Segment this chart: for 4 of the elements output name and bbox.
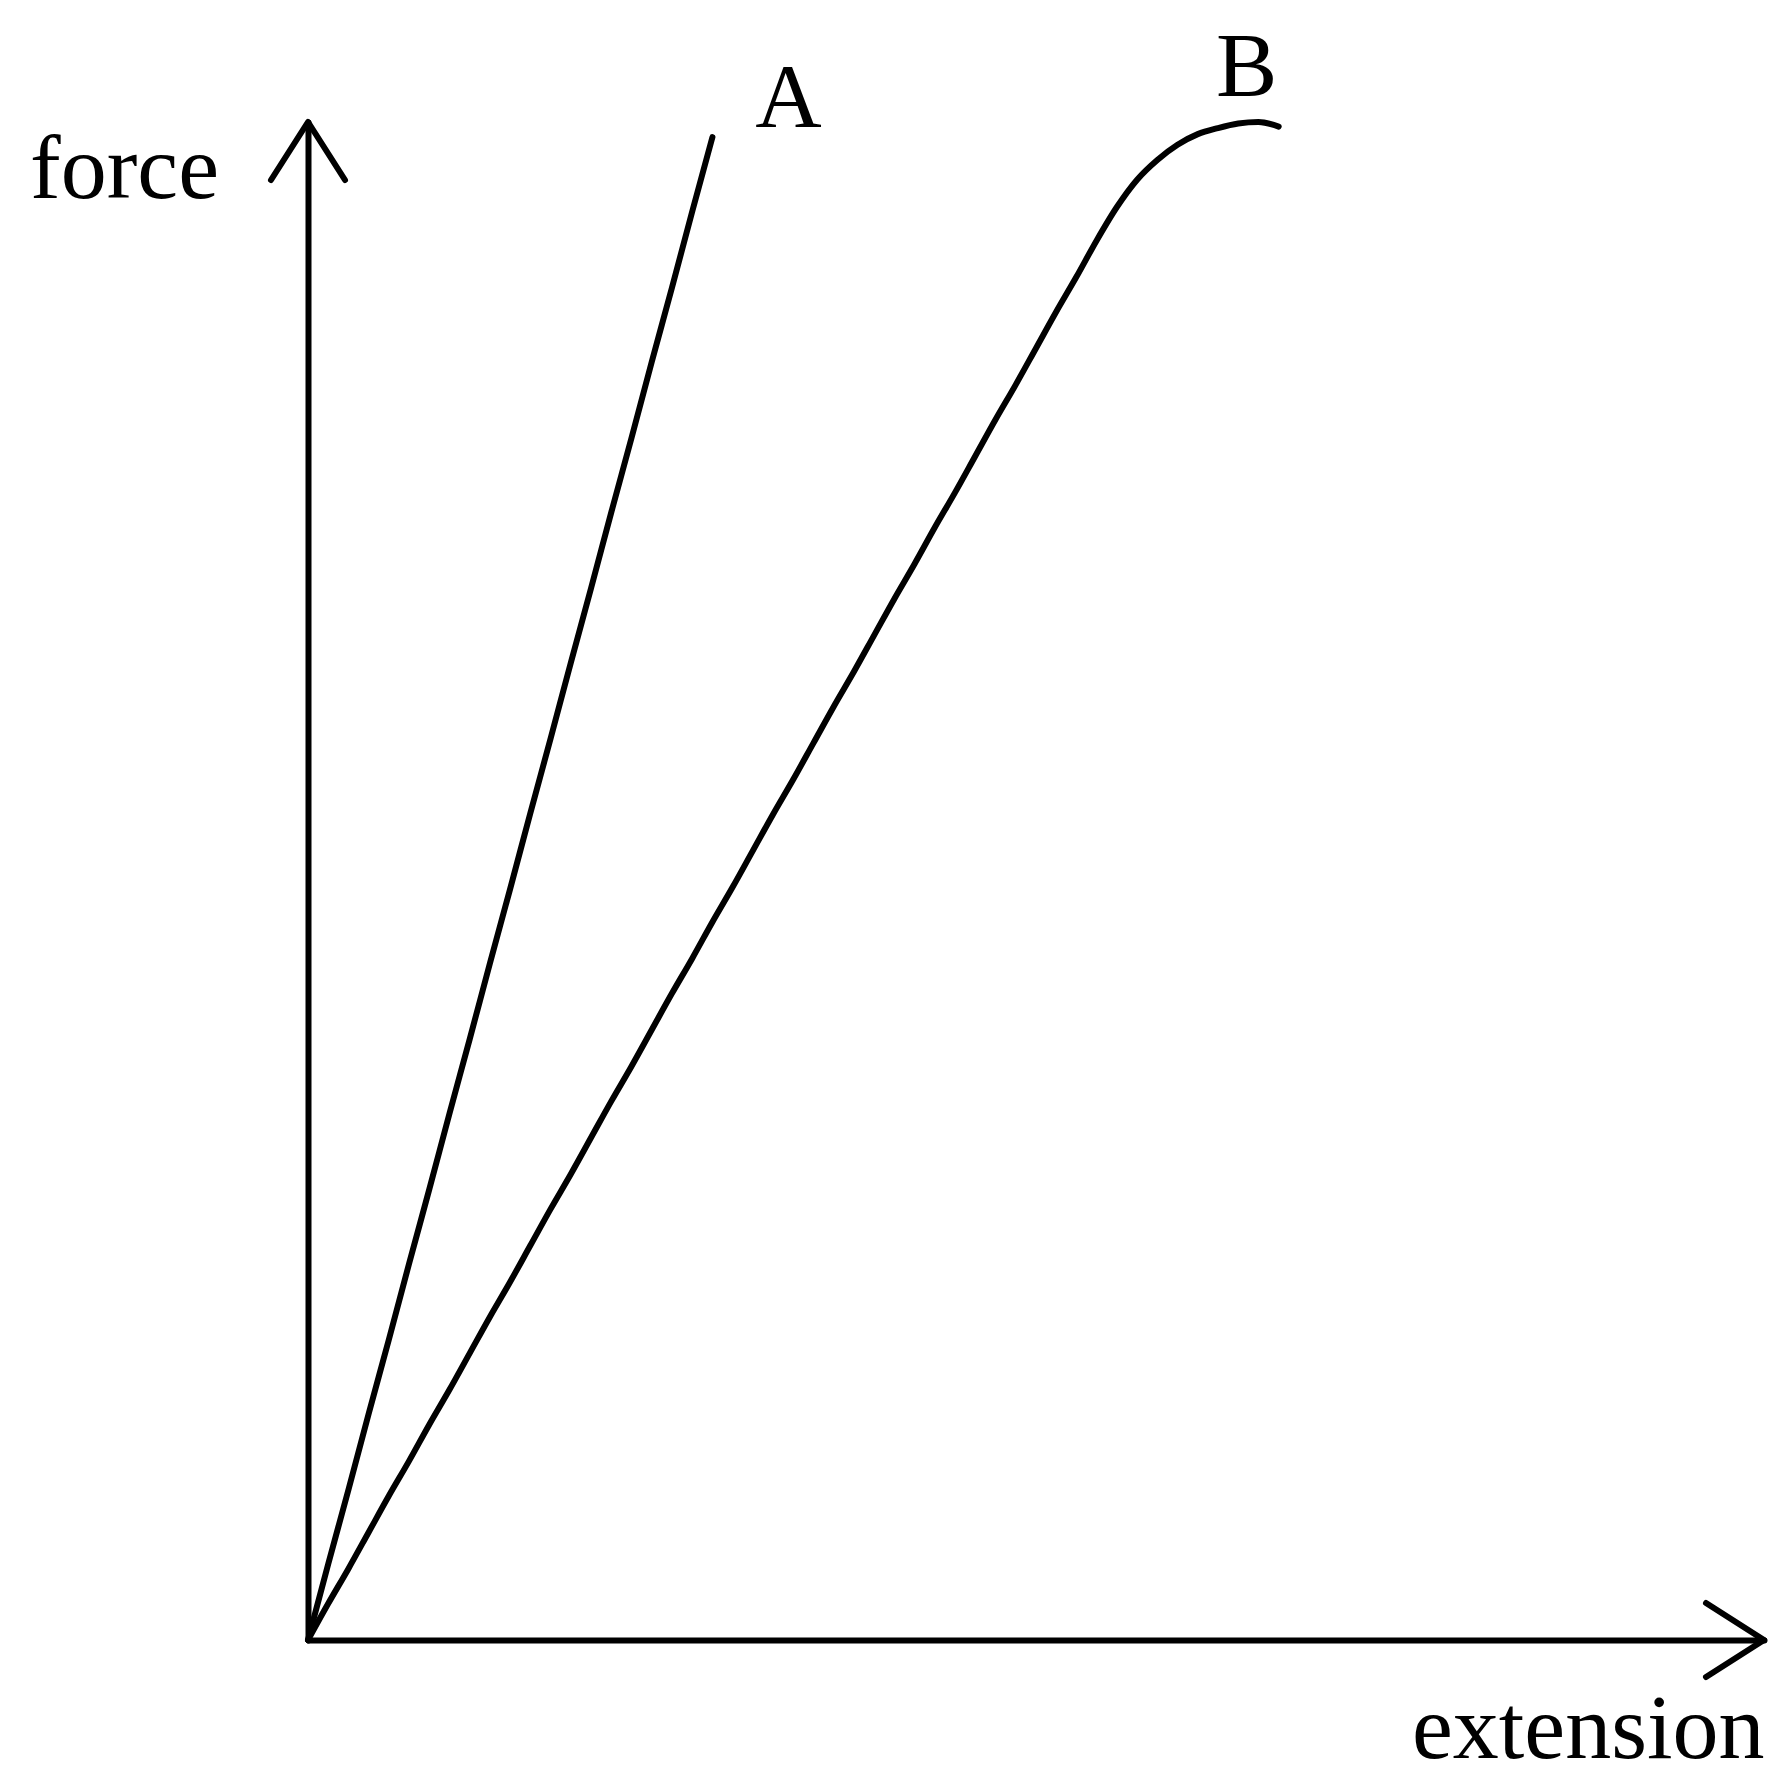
series-label: A [755, 45, 822, 148]
series-label: B [1215, 13, 1278, 116]
x-axis-title: extension [1411, 1675, 1765, 1778]
y-axis-title: force [30, 115, 219, 218]
